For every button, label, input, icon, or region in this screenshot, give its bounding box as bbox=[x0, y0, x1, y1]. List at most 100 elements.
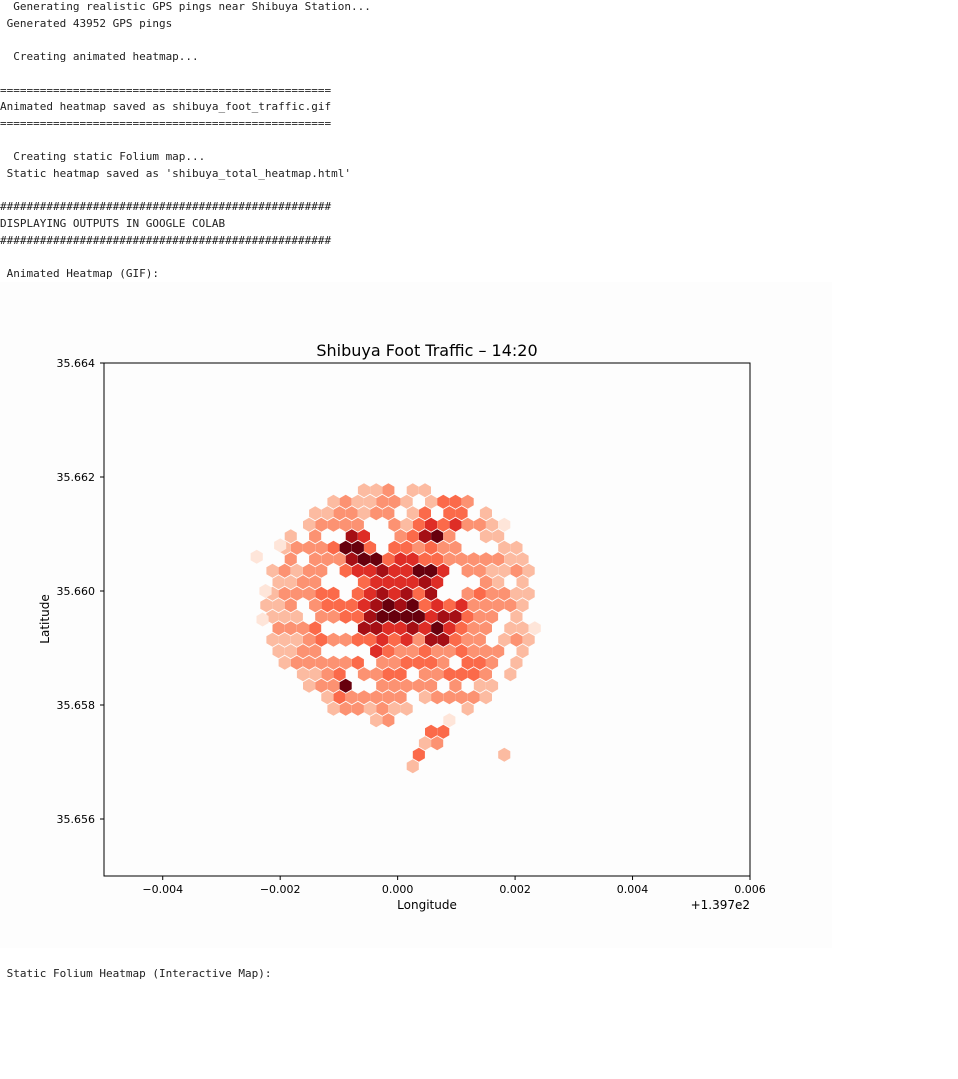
hexbin-cell bbox=[425, 563, 438, 578]
hexbin-cell bbox=[522, 586, 535, 601]
hexbin-cell bbox=[418, 552, 431, 567]
hexbin-cell bbox=[284, 598, 297, 613]
hexbin-cell bbox=[412, 517, 425, 532]
hexbin-cell bbox=[388, 701, 401, 716]
hexbin-cell bbox=[315, 655, 328, 670]
hexbin-cell bbox=[516, 552, 529, 567]
hexbin-cell bbox=[256, 612, 269, 627]
hexbin-cell bbox=[443, 621, 456, 636]
output-line: ========================================… bbox=[0, 84, 332, 97]
hexbin-cell bbox=[327, 701, 340, 716]
output-line: Creating animated heatmap... bbox=[0, 50, 199, 63]
hexbin-cell bbox=[492, 552, 505, 567]
hexbin-cell bbox=[418, 483, 431, 498]
hexbin-cell bbox=[364, 586, 377, 601]
hexbin-cell bbox=[449, 494, 462, 509]
hexbin-cell bbox=[321, 552, 334, 567]
hexbin-cell bbox=[412, 609, 425, 624]
hexbin-cell bbox=[303, 632, 316, 647]
hexbin-cell bbox=[339, 632, 352, 647]
hexbin-cell bbox=[394, 621, 407, 636]
hexbin-cell bbox=[431, 598, 444, 613]
hexbin-cell bbox=[394, 667, 407, 682]
hexbin-cell bbox=[418, 690, 431, 705]
hexbin-cell bbox=[351, 563, 364, 578]
hexbin-cell bbox=[327, 678, 340, 693]
hexbin-cell bbox=[418, 598, 431, 613]
hexbin-cell bbox=[284, 621, 297, 636]
hexbin-cell bbox=[284, 552, 297, 567]
hexbin-cell bbox=[345, 529, 358, 544]
hexbin-cell bbox=[418, 621, 431, 636]
hexbin-cell bbox=[486, 609, 499, 624]
hexbin-cell bbox=[290, 609, 303, 624]
output-line: Generated 43952 GPS pings bbox=[0, 17, 173, 30]
hexbin-cell bbox=[400, 563, 413, 578]
hexbin-cell bbox=[455, 552, 468, 567]
hexbin-cell bbox=[406, 529, 419, 544]
hexbin-cell bbox=[327, 494, 340, 509]
hexbin-cell bbox=[412, 586, 425, 601]
hexbin-cell bbox=[388, 678, 401, 693]
hexbin-cell bbox=[339, 655, 352, 670]
hexbin-cell bbox=[473, 609, 486, 624]
hexbin-cell bbox=[303, 540, 316, 555]
hexbin-cell bbox=[418, 736, 431, 751]
hexbin-cell bbox=[443, 598, 456, 613]
x-axis-label: Longitude bbox=[397, 898, 457, 912]
hexbin-cell bbox=[327, 540, 340, 555]
hexbin-cell bbox=[266, 609, 279, 624]
hexbin-cell bbox=[455, 667, 468, 682]
hexbin-cell bbox=[455, 621, 468, 636]
hexbin-cell bbox=[315, 632, 328, 647]
hexbin-cell bbox=[376, 609, 389, 624]
hexbin-cell bbox=[321, 598, 334, 613]
hexbin-cell bbox=[284, 529, 297, 544]
hexbin-cell bbox=[437, 609, 450, 624]
hexbin-cell bbox=[412, 540, 425, 555]
hexbin-cell bbox=[443, 713, 456, 728]
hexbin-cell bbox=[333, 552, 346, 567]
hexbin-cell bbox=[351, 494, 364, 509]
hexbin-cell bbox=[492, 644, 505, 659]
hexbin-cell bbox=[400, 632, 413, 647]
hexbin-cell bbox=[266, 563, 279, 578]
hexbin-cell bbox=[443, 667, 456, 682]
hexbin-cell bbox=[455, 598, 468, 613]
hexbin-cell bbox=[406, 552, 419, 567]
hexbin-cell bbox=[473, 563, 486, 578]
hexbin-cell bbox=[364, 701, 377, 716]
hexbin-cell bbox=[473, 655, 486, 670]
hexbin-cell bbox=[357, 690, 370, 705]
hexbin-cell bbox=[309, 529, 322, 544]
hexbin-cell bbox=[528, 621, 541, 636]
hexbin-cell bbox=[467, 621, 480, 636]
hexbin-cell bbox=[284, 575, 297, 590]
x-tick-label: 0.002 bbox=[499, 883, 531, 896]
hexbin-cell bbox=[510, 586, 523, 601]
hexbin-cell bbox=[455, 644, 468, 659]
hexbin-cell bbox=[370, 621, 383, 636]
hexbin-cell bbox=[315, 678, 328, 693]
hexbin-cell bbox=[382, 690, 395, 705]
hexbin-cell bbox=[382, 667, 395, 682]
hexbin-cell bbox=[382, 621, 395, 636]
hexbin-cell bbox=[498, 563, 511, 578]
hexbin-cell bbox=[498, 632, 511, 647]
x-tick-label: 0.000 bbox=[382, 883, 414, 896]
hexbin-cell bbox=[510, 563, 523, 578]
hexbin-cell bbox=[461, 517, 474, 532]
hexbin-cell bbox=[382, 644, 395, 659]
hexbin-cell bbox=[400, 701, 413, 716]
hexbin-cell bbox=[345, 552, 358, 567]
hexbin-cell bbox=[315, 609, 328, 624]
hexbin-cell bbox=[522, 563, 535, 578]
hexbin-cell bbox=[425, 632, 438, 647]
x-tick-label: 0.004 bbox=[617, 883, 649, 896]
hexbin-cell bbox=[437, 563, 450, 578]
hexbin-cell bbox=[486, 678, 499, 693]
hexbin-cell bbox=[339, 678, 352, 693]
hexbin-cell bbox=[443, 529, 456, 544]
hexbin-cell bbox=[443, 644, 456, 659]
hexbin-cell bbox=[467, 690, 480, 705]
